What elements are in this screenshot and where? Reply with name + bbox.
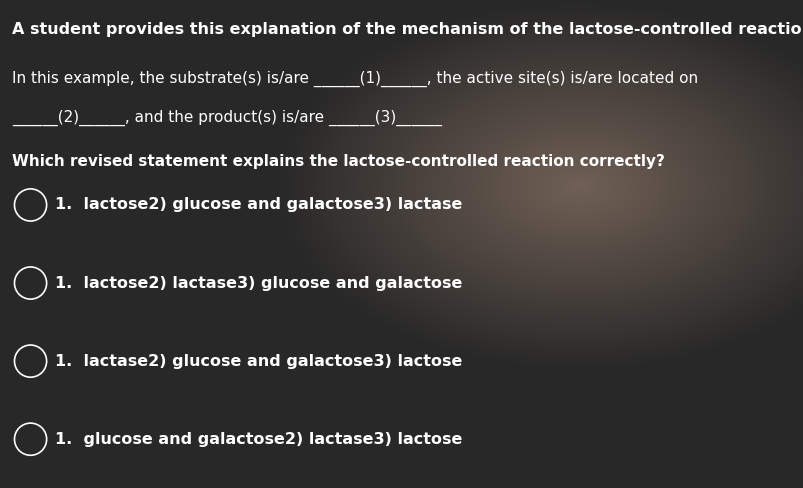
Text: 1.  lactose2) lactase3) glucose and galactose: 1. lactose2) lactase3) glucose and galac… xyxy=(55,276,462,290)
Text: 1.  lactase2) glucose and galactose3) lactose: 1. lactase2) glucose and galactose3) lac… xyxy=(55,354,462,368)
Text: In this example, the substrate(s) is/are ______(1)______, the active site(s) is/: In this example, the substrate(s) is/are… xyxy=(12,71,697,87)
Text: A student provides this explanation of the mechanism of the lactose-controlled r: A student provides this explanation of t… xyxy=(12,22,803,37)
Text: 1.  glucose and galactose2) lactase3) lactose: 1. glucose and galactose2) lactase3) lac… xyxy=(55,432,462,447)
Text: 1.  lactose2) glucose and galactose3) lactase: 1. lactose2) glucose and galactose3) lac… xyxy=(55,198,462,212)
Text: ______(2)______, and the product(s) is/are ______(3)______: ______(2)______, and the product(s) is/a… xyxy=(12,110,442,126)
Text: Which revised statement explains the lactose-controlled reaction correctly?: Which revised statement explains the lac… xyxy=(12,154,664,169)
